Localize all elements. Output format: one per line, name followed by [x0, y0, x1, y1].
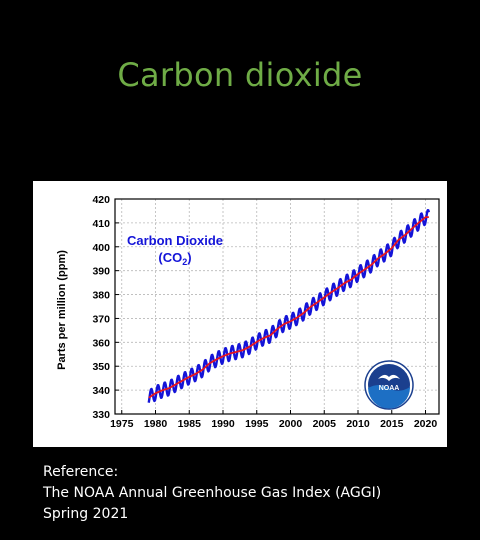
- y-tick-label-410: 410: [92, 218, 110, 230]
- chart-subtitle: (CO2): [158, 250, 191, 267]
- noaa-logo-text: NOAA: [379, 385, 400, 392]
- plot-frame: [114, 198, 440, 415]
- x-tick-label-2015: 2015: [380, 418, 404, 430]
- reference-date: Spring 2021: [43, 506, 129, 522]
- x-tick-label-1980: 1980: [144, 418, 168, 430]
- noaa-logo-wave: [368, 385, 411, 409]
- x-tick-label-1990: 1990: [211, 418, 235, 430]
- y-tick-label-420: 420: [92, 194, 110, 206]
- chart-panel: 1975 1980 1985 1990 1995 2000 2005 2010 2015 2020…: [33, 181, 447, 447]
- y-tick-label-350: 350: [92, 361, 110, 373]
- chart-subtitle-end: ): [187, 250, 191, 265]
- y-tick-label-360: 360: [92, 337, 110, 349]
- chart-subtitle-subscript: 2: [182, 257, 187, 267]
- y-tick-label-390: 390: [92, 266, 110, 278]
- y-tick-label-370: 370: [92, 313, 110, 325]
- chart-title: Carbon Dioxide: [127, 233, 223, 248]
- series-monthly-line: [147, 208, 431, 403]
- noaa-logo-gull: [378, 374, 400, 381]
- y-tick-label-400: 400: [92, 242, 110, 254]
- reference-block: Reference: The NOAA Annual Greenhouse Ga…: [43, 462, 381, 525]
- reference-heading: Reference:: [43, 464, 119, 480]
- plot-border: [114, 198, 440, 415]
- x-tick-label-1995: 1995: [245, 418, 269, 430]
- y-tick-labels: 330 340 350 360 370 380 390 400 410 420: [92, 194, 119, 421]
- chart-subtitle-start: (CO: [158, 250, 182, 265]
- reference-source: The NOAA Annual Greenhouse Gas Index (AG…: [43, 485, 382, 501]
- noaa-logo: NOAA: [364, 360, 414, 410]
- slide-title: Carbon dioxide: [117, 56, 363, 94]
- co2-chart: 1975 1980 1985 1990 1995 2000 2005 2010 2015 2020…: [56, 194, 440, 430]
- series-trend-line: [148, 216, 429, 399]
- x-tick-label-2005: 2005: [313, 418, 337, 430]
- x-tick-label-2010: 2010: [346, 418, 370, 430]
- y-axis-label: Parts per million (ppm): [56, 250, 68, 370]
- y-tick-label-330: 330: [92, 409, 110, 421]
- series-lines: [147, 208, 431, 403]
- x-tick-label-1985: 1985: [178, 418, 202, 430]
- x-tick-label-2000: 2000: [279, 418, 303, 430]
- x-tick-label-2020: 2020: [414, 418, 438, 430]
- x-tick-labels: 1975 1980 1985 1990 1995 2000 2005 2010 2015 2020: [110, 410, 437, 430]
- y-tick-label-340: 340: [92, 385, 110, 397]
- x-tick-label-1975: 1975: [110, 418, 134, 430]
- y-tick-label-380: 380: [92, 290, 110, 302]
